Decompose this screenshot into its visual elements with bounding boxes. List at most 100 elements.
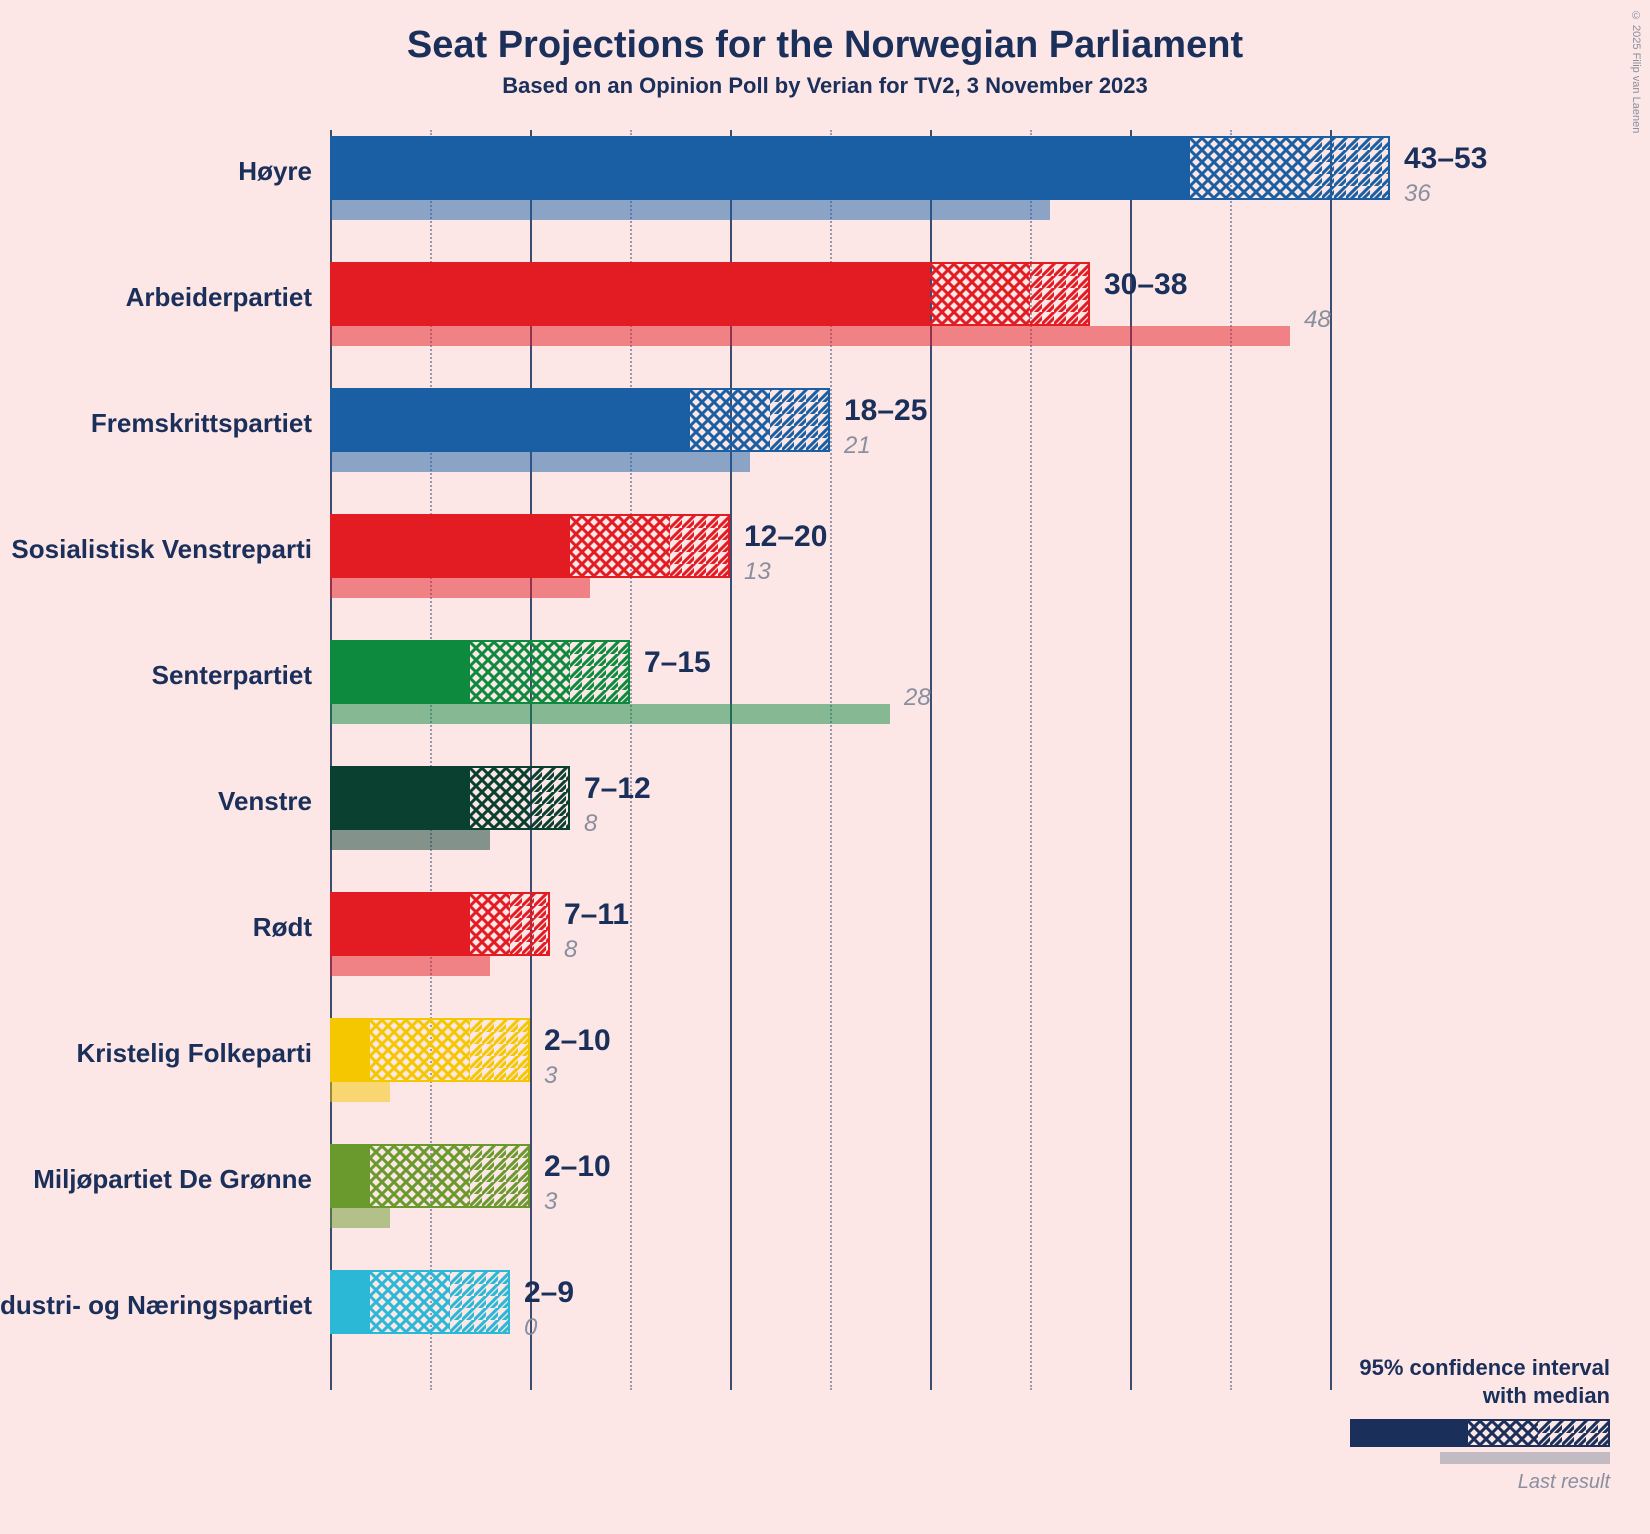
seg-q1 — [1190, 138, 1310, 198]
party-label: Industri- og Næringspartiet — [0, 1270, 330, 1340]
projection-bar — [330, 136, 1390, 200]
legend-last-label: Last result — [1350, 1471, 1610, 1494]
legend-title-line1: 95% confidence interval — [1359, 1355, 1610, 1380]
legend-seg-cross — [1468, 1421, 1538, 1445]
range-label: 2–10 — [544, 1150, 611, 1184]
range-label: 7–15 — [644, 646, 711, 680]
party-label: Venstre — [0, 766, 330, 836]
seg-high — [1030, 264, 1090, 324]
party-row: Industri- og Næringspartiet2–90 — [330, 1270, 1390, 1380]
seg-low — [332, 516, 570, 576]
projection-bar — [330, 388, 830, 452]
projection-bar — [330, 1018, 530, 1082]
party-row: Rødt7–118 — [330, 892, 1390, 1002]
projection-bar — [330, 514, 730, 578]
party-row: Miljøpartiet De Grønne2–103 — [330, 1144, 1390, 1254]
range-label: 43–53 — [1404, 142, 1487, 176]
seg-low — [332, 390, 690, 450]
seg-q1 — [470, 642, 570, 702]
seg-q1 — [470, 768, 530, 828]
legend-last-bar — [1440, 1452, 1610, 1464]
seg-high — [530, 768, 570, 828]
range-label: 12–20 — [744, 520, 827, 554]
seg-q1 — [570, 516, 670, 576]
last-result-bar — [330, 326, 1290, 346]
projection-bar — [330, 1144, 530, 1208]
projection-bar — [330, 892, 550, 956]
seg-q1 — [690, 390, 770, 450]
last-result-label: 3 — [544, 1188, 557, 1216]
last-result-bar — [330, 1208, 390, 1228]
party-label: Senterpartiet — [0, 640, 330, 710]
projection-bar — [330, 766, 570, 830]
seg-high — [670, 516, 730, 576]
seg-high — [570, 642, 630, 702]
party-row: Venstre7–128 — [330, 766, 1390, 876]
legend-seg-solid — [1352, 1421, 1468, 1445]
party-row: Kristelig Folkeparti2–103 — [330, 1018, 1390, 1128]
copyright-label: © 2025 Filip van Laenen — [1630, 10, 1642, 133]
range-label: 18–25 — [844, 394, 927, 428]
projection-bar — [330, 1270, 510, 1334]
range-label: 2–10 — [544, 1024, 611, 1058]
chart-plot-area: Høyre43–5336Arbeiderpartiet30–3848Fremsk… — [330, 130, 1390, 1390]
last-result-label: 48 — [1304, 306, 1331, 334]
range-label: 2–9 — [524, 1276, 574, 1310]
last-result-label: 8 — [564, 936, 577, 964]
last-result-label: 13 — [744, 558, 771, 586]
party-label: Høyre — [0, 136, 330, 206]
last-result-label: 0 — [524, 1314, 537, 1342]
last-result-label: 28 — [904, 684, 931, 712]
range-label: 30–38 — [1104, 268, 1187, 302]
seg-q1 — [370, 1146, 470, 1206]
range-label: 7–12 — [584, 772, 651, 806]
party-label: Fremskrittspartiet — [0, 388, 330, 458]
legend-ci-bar — [1350, 1419, 1610, 1447]
seg-low — [332, 1272, 370, 1332]
party-row: Arbeiderpartiet30–3848 — [330, 262, 1390, 372]
last-result-bar — [330, 1082, 390, 1102]
party-label: Rødt — [0, 892, 330, 962]
seg-high — [770, 390, 830, 450]
last-result-bar — [330, 452, 750, 472]
chart-subtitle: Based on an Opinion Poll by Verian for T… — [0, 73, 1650, 99]
seg-q1 — [930, 264, 1030, 324]
party-row: Sosialistisk Venstreparti12–2013 — [330, 514, 1390, 624]
last-result-label: 36 — [1404, 180, 1431, 208]
party-row: Fremskrittspartiet18–2521 — [330, 388, 1390, 498]
seg-low — [332, 768, 470, 828]
projection-bar — [330, 640, 630, 704]
legend-title-line2: with median — [1483, 1383, 1610, 1408]
last-result-label: 8 — [584, 810, 597, 838]
party-row: Senterpartiet7–1528 — [330, 640, 1390, 750]
seg-q1 — [370, 1020, 470, 1080]
last-result-label: 21 — [844, 432, 871, 460]
seg-high — [470, 1020, 530, 1080]
seg-high — [450, 1272, 510, 1332]
legend-seg-diag — [1538, 1421, 1608, 1445]
last-result-bar — [330, 704, 890, 724]
projection-bar — [330, 262, 1090, 326]
range-label: 7–11 — [564, 898, 629, 932]
last-result-bar — [330, 830, 490, 850]
seg-low — [332, 1146, 370, 1206]
party-row: Høyre43–5336 — [330, 136, 1390, 246]
chart-title: Seat Projections for the Norwegian Parli… — [0, 0, 1650, 67]
seg-q1 — [370, 1272, 450, 1332]
seg-q1 — [470, 894, 510, 954]
seg-low — [332, 642, 470, 702]
seg-high — [510, 894, 550, 954]
party-label: Kristelig Folkeparti — [0, 1018, 330, 1088]
party-label: Miljøpartiet De Grønne — [0, 1144, 330, 1214]
seg-low — [332, 894, 470, 954]
seg-low — [332, 264, 930, 324]
seg-low — [332, 1020, 370, 1080]
last-result-bar — [330, 578, 590, 598]
party-label: Sosialistisk Venstreparti — [0, 514, 330, 584]
last-result-label: 3 — [544, 1062, 557, 1090]
last-result-bar — [330, 956, 490, 976]
party-label: Arbeiderpartiet — [0, 262, 330, 332]
last-result-bar — [330, 200, 1050, 220]
seg-low — [332, 138, 1190, 198]
seg-high — [1310, 138, 1390, 198]
